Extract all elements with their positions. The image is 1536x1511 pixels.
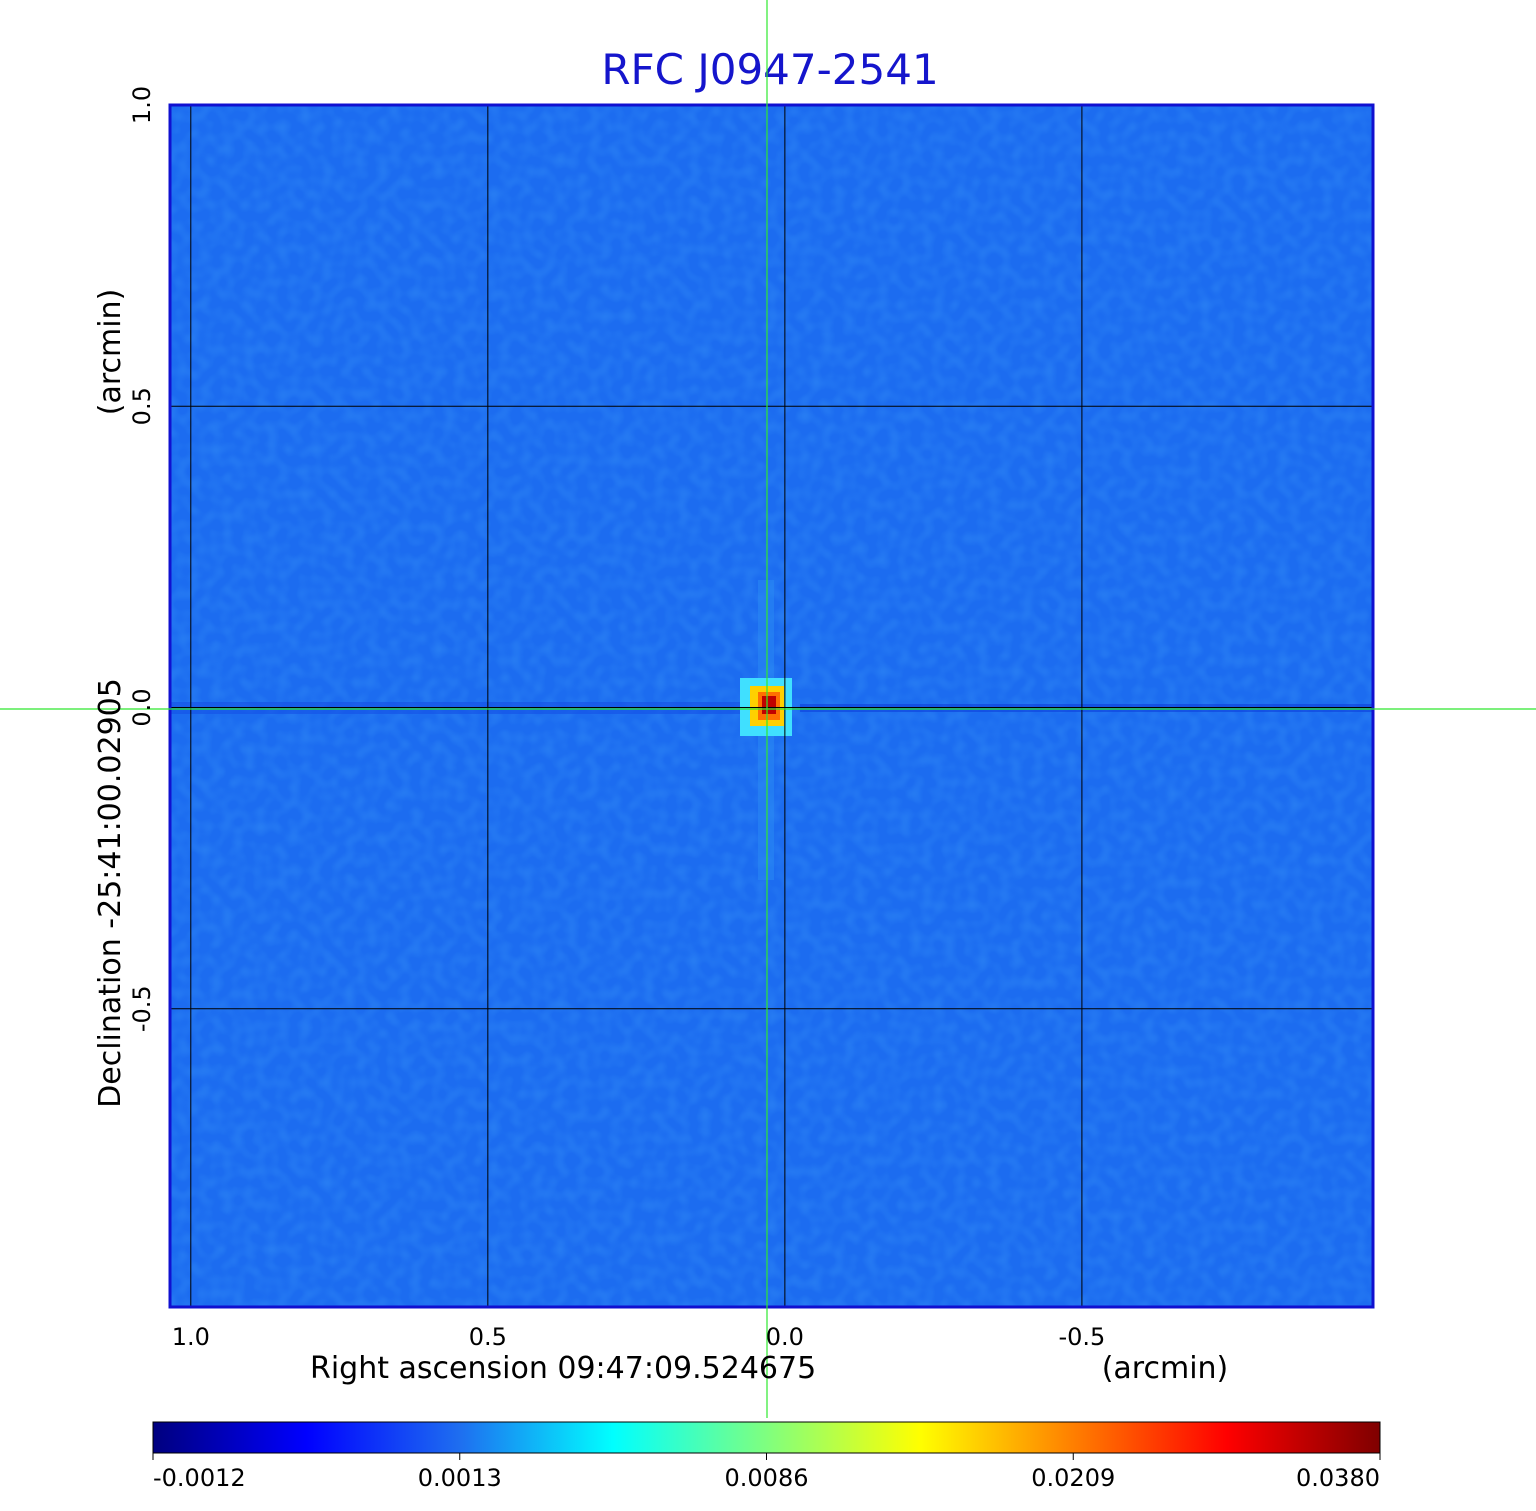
x-axis-label: Right ascension 09:47:09.524675 — [310, 1351, 816, 1386]
colorbar-tick-label: -0.0012 — [153, 1464, 246, 1492]
image — [170, 105, 1373, 1307]
y-tick-label: -0.5 — [128, 985, 156, 1032]
chart-title: RFC J0947-2541 — [601, 45, 938, 94]
x-axis-unit: (arcmin) — [1102, 1351, 1229, 1386]
y-tick-label: 1.0 — [128, 86, 156, 124]
plot-frame — [168, 103, 1375, 1309]
y-axis-label: Declination -25:41:00.02905 — [93, 678, 128, 1108]
x-tick-label: 0.5 — [469, 1323, 507, 1351]
y-tick-label: 0.0 — [128, 688, 156, 726]
colorbar — [152, 1421, 1381, 1454]
colorbar-tick-label: 0.0209 — [1031, 1464, 1115, 1492]
colorbar-tick-label: 0.0380 — [1296, 1464, 1380, 1492]
y-axis-unit: (arcmin) — [93, 289, 128, 416]
colorbar-tick-label: 0.0013 — [418, 1464, 502, 1492]
x-tick-label: 1.0 — [172, 1323, 210, 1351]
colorbar-tick-label: 0.0086 — [725, 1464, 809, 1492]
x-tick-label: 0.0 — [766, 1323, 804, 1351]
x-tick-label: -0.5 — [1058, 1323, 1105, 1351]
y-tick-label: 0.5 — [128, 387, 156, 425]
source — [762, 696, 776, 714]
